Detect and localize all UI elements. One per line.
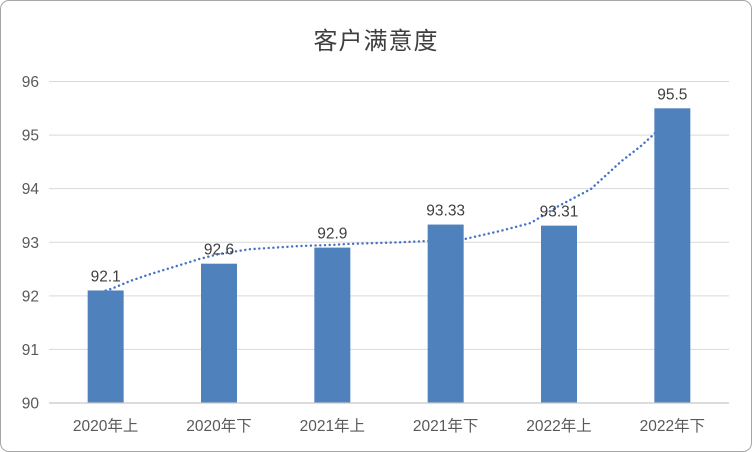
x-axis-label: 2022年下 <box>640 417 705 435</box>
x-axis-label: 2021年上 <box>300 417 365 435</box>
bar <box>87 290 124 403</box>
bar <box>427 224 464 403</box>
y-tick-label: 92 <box>22 288 39 305</box>
bar-value-label: 92.9 <box>317 226 347 243</box>
bar-value-label: 93.31 <box>540 204 579 221</box>
bar-value-label: 93.33 <box>426 203 465 220</box>
y-tick-label: 95 <box>22 128 39 145</box>
y-tick-label: 96 <box>22 74 39 91</box>
bar <box>314 247 351 403</box>
y-tick-label: 93 <box>22 235 39 252</box>
bar-value-label: 92.1 <box>91 268 121 285</box>
bar <box>201 263 237 403</box>
x-axis-label: 2020年上 <box>73 417 138 435</box>
bar-value-label: 92.6 <box>204 242 234 259</box>
x-axis-label: 2021年下 <box>413 417 478 435</box>
x-axis-label: 2022年上 <box>526 417 591 435</box>
bar <box>654 108 691 404</box>
y-tick-label: 91 <box>22 342 39 359</box>
y-tick-label: 94 <box>22 181 40 198</box>
x-axis-label: 2020年下 <box>186 417 251 435</box>
bar-value-label: 95.5 <box>657 86 687 103</box>
chart-title: 客户满意度 <box>313 29 439 55</box>
trendline <box>104 109 674 292</box>
y-tick-label: 90 <box>22 396 40 413</box>
bar <box>541 225 577 403</box>
